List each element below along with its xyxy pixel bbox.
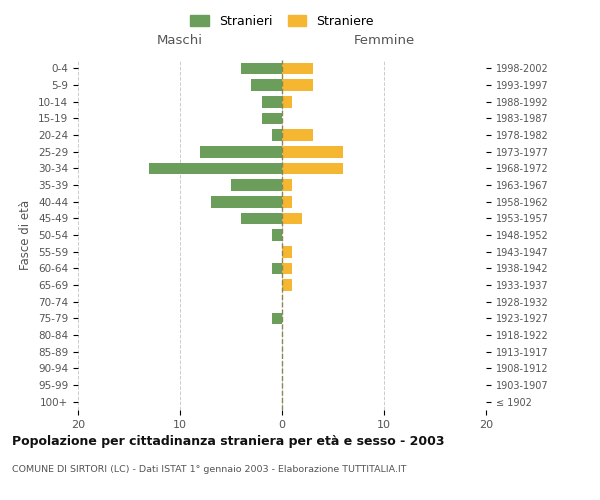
Text: Popolazione per cittadinanza straniera per età e sesso - 2003: Popolazione per cittadinanza straniera p… [12, 435, 445, 448]
Bar [282, 62, 313, 74]
Bar [262, 96, 282, 108]
Bar [282, 279, 292, 291]
Bar [282, 162, 343, 174]
Text: Maschi: Maschi [157, 34, 203, 46]
Bar [272, 129, 282, 141]
Bar [272, 312, 282, 324]
Bar [282, 196, 292, 207]
Bar [282, 212, 302, 224]
Bar [282, 79, 313, 91]
Bar [200, 146, 282, 158]
Bar [272, 262, 282, 274]
Bar [251, 79, 282, 91]
Bar [149, 162, 282, 174]
Bar [272, 229, 282, 241]
Bar [262, 112, 282, 124]
Text: COMUNE DI SIRTORI (LC) - Dati ISTAT 1° gennaio 2003 - Elaborazione TUTTITALIA.IT: COMUNE DI SIRTORI (LC) - Dati ISTAT 1° g… [12, 465, 407, 474]
Bar [282, 246, 292, 258]
Bar [231, 179, 282, 191]
Bar [211, 196, 282, 207]
Bar [282, 146, 343, 158]
Y-axis label: Fasce di età: Fasce di età [19, 200, 32, 270]
Bar [282, 129, 313, 141]
Text: Femmine: Femmine [353, 34, 415, 46]
Bar [241, 212, 282, 224]
Bar [241, 62, 282, 74]
Legend: Stranieri, Straniere: Stranieri, Straniere [187, 11, 377, 32]
Bar [282, 96, 292, 108]
Bar [282, 179, 292, 191]
Bar [282, 262, 292, 274]
